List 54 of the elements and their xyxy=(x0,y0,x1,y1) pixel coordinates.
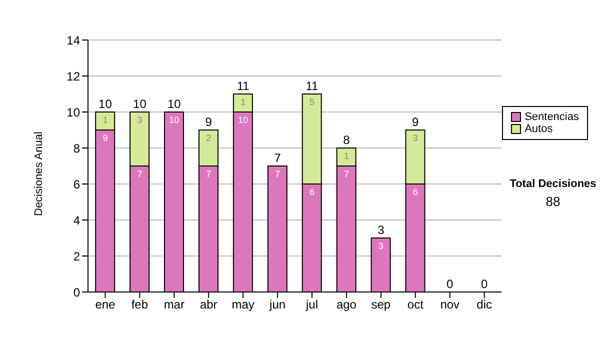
x-tick-label: jul xyxy=(305,298,318,312)
data-label: 7 xyxy=(275,169,280,179)
data-label: 6 xyxy=(310,187,315,197)
data-label: 1 xyxy=(102,115,108,125)
y-tick-label: 14 xyxy=(66,33,80,48)
x-tick-label: dic xyxy=(476,298,492,312)
data-label: 5 xyxy=(310,97,315,107)
x-tick-label: oct xyxy=(407,298,424,312)
data-label: 1 xyxy=(344,151,349,161)
x-tick-label: nov xyxy=(440,298,460,312)
y-tick-label: 0 xyxy=(73,285,80,300)
total-label: 9 xyxy=(205,115,212,129)
data-label: 3 xyxy=(412,133,418,143)
data-label: 2 xyxy=(206,133,212,143)
legend-label: Autos xyxy=(524,123,553,135)
total-label: 0 xyxy=(480,277,488,291)
total-label: 10 xyxy=(167,97,182,111)
total-label: 7 xyxy=(274,151,282,165)
data-label: 1 xyxy=(240,97,246,107)
x-tick-label: jun xyxy=(268,298,286,312)
legend-label: Sentencias xyxy=(524,111,579,123)
y-tick-label: 8 xyxy=(73,141,80,156)
data-label: 6 xyxy=(412,187,418,197)
total-label: 0 xyxy=(446,277,454,291)
data-label: 3 xyxy=(137,115,142,125)
data-label: 3 xyxy=(378,241,384,251)
total-label: 11 xyxy=(236,79,250,93)
data-label: 9 xyxy=(102,133,108,143)
data-label: 7 xyxy=(344,169,349,179)
data-label: 7 xyxy=(206,169,212,179)
total-label: 3 xyxy=(378,223,385,237)
x-tick-label: abr xyxy=(200,298,218,312)
total-label: 10 xyxy=(98,97,112,111)
text: 88 xyxy=(544,194,562,209)
data-label: 10 xyxy=(169,115,180,125)
y-tick-label: 12 xyxy=(66,69,80,84)
total-label: 9 xyxy=(412,115,420,129)
x-tick-label: ene xyxy=(95,298,116,312)
x-tick-label: sep xyxy=(371,298,391,312)
y-tick-label: 2 xyxy=(73,249,80,264)
total-label: 11 xyxy=(306,79,319,93)
x-tick-label: may xyxy=(232,298,254,312)
data-label: 10 xyxy=(238,115,248,125)
y-tick-label: 4 xyxy=(73,213,80,228)
text: Total Decisiones xyxy=(508,178,598,190)
x-tick-label: ago xyxy=(336,298,357,312)
y-tick-label: 10 xyxy=(66,105,80,120)
total-label: 8 xyxy=(343,133,350,147)
x-tick-label: mar xyxy=(164,298,184,312)
x-tick-label: feb xyxy=(131,298,148,312)
y-tick-label: 6 xyxy=(73,177,80,192)
y-axis-title: Decisiones Anual xyxy=(32,132,45,216)
total-label: 10 xyxy=(133,97,147,111)
data-label: 7 xyxy=(137,169,142,179)
